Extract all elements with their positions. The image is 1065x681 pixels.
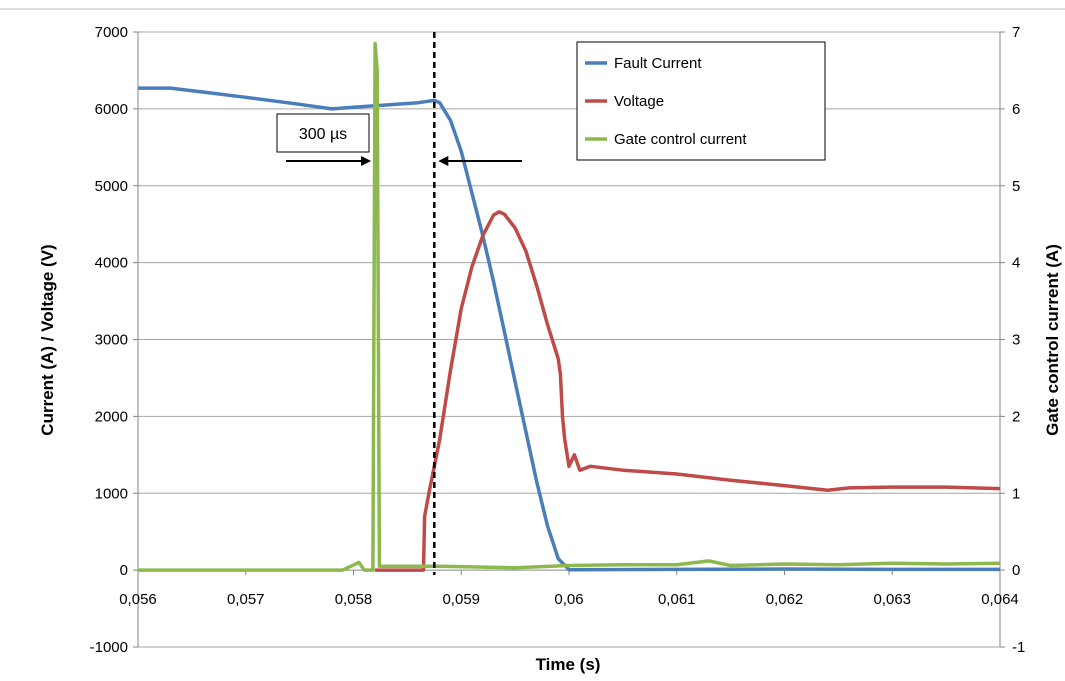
y2-tick-label: -1 bbox=[1012, 639, 1025, 656]
y-tick-label: 4000 bbox=[95, 255, 128, 272]
interval-label: 300 µs bbox=[299, 126, 347, 143]
y-tick-label: 0 bbox=[120, 562, 128, 579]
annotations: 300 µs bbox=[276, 32, 522, 575]
x-tick-label: 0,062 bbox=[766, 591, 804, 608]
y-axis-title: Current (A) / Voltage (V) bbox=[38, 244, 57, 435]
right-pointing-arrowhead bbox=[361, 156, 372, 166]
legend: Fault Current Voltage Gate control curre… bbox=[576, 41, 826, 161]
y2-tick-label: 0 bbox=[1012, 562, 1020, 579]
y2-axis-title: Gate control current (A) bbox=[1043, 244, 1062, 436]
x-tick-label: 0,059 bbox=[442, 591, 480, 608]
y2-tick-label: 7 bbox=[1012, 24, 1020, 41]
y2-tick-label: 3 bbox=[1012, 332, 1020, 349]
x-tick-label: 0,061 bbox=[658, 591, 696, 608]
y2-tick-label: 5 bbox=[1012, 178, 1020, 195]
x-tick-label: 0,06 bbox=[554, 591, 583, 608]
interval-label-box bbox=[276, 113, 370, 153]
left-pointing-arrowhead bbox=[438, 156, 449, 166]
x-tick-label: 0,056 bbox=[119, 591, 157, 608]
x-tick-label: 0,058 bbox=[335, 591, 373, 608]
legend-label-gate-control-current: Gate control current bbox=[614, 131, 747, 148]
x-tick-label: 0,063 bbox=[873, 591, 911, 608]
gate-control-current-line bbox=[138, 41, 1001, 572]
y-tick-label: 3000 bbox=[95, 332, 128, 349]
y2-tick-label: 4 bbox=[1012, 255, 1020, 272]
y-tick-label: 5000 bbox=[95, 178, 128, 195]
legend-label-fault-current: Fault Current bbox=[614, 55, 702, 72]
tick-labels: -1000 0 1000 2000 3000 4000 5000 6000 7000 -1 0 1 2 3… bbox=[90, 24, 1026, 656]
y2-tick-label: 6 bbox=[1012, 101, 1020, 118]
series-lines bbox=[138, 41, 1001, 572]
y-tick-label: -1000 bbox=[90, 639, 128, 656]
legend-label-voltage: Voltage bbox=[614, 93, 664, 110]
grid-lines bbox=[138, 31, 1000, 648]
y-tick-label: 1000 bbox=[95, 485, 128, 502]
fault-current-line bbox=[138, 86, 1000, 572]
y2-tick-label: 1 bbox=[1012, 485, 1020, 502]
y-tick-label: 2000 bbox=[95, 408, 128, 425]
y-tick-label: 7000 bbox=[95, 24, 128, 41]
legend-box bbox=[576, 41, 826, 161]
y2-tick-label: 2 bbox=[1012, 408, 1020, 425]
x-tick-label: 0,057 bbox=[227, 591, 265, 608]
y-tick-label: 6000 bbox=[95, 101, 128, 118]
voltage-line bbox=[375, 210, 1001, 572]
x-tick-label: 0,064 bbox=[981, 591, 1019, 608]
x-axis-title: Time (s) bbox=[536, 655, 601, 674]
